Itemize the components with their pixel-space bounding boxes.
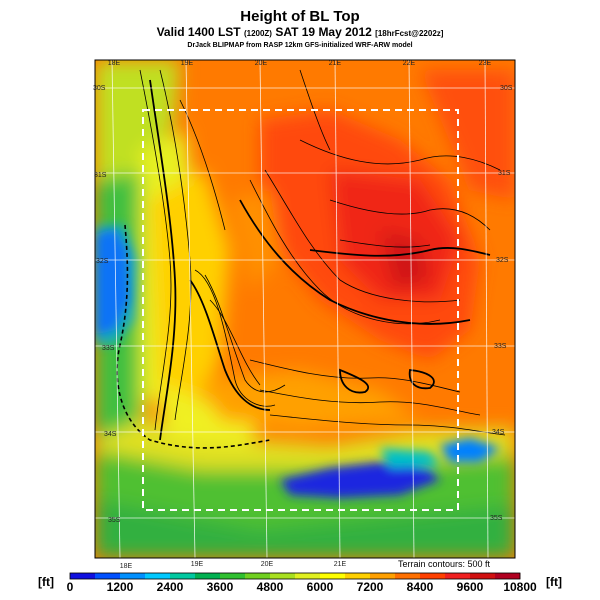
colorbar-swatch bbox=[70, 573, 96, 579]
terrain-contours bbox=[139, 69, 506, 436]
color-field bbox=[95, 60, 515, 558]
colorbar-swatch bbox=[445, 573, 471, 579]
bottom-longitude-labels: 18E 19E 20E 21E bbox=[120, 561, 347, 570]
top-lon-label: 18E bbox=[108, 60, 121, 67]
top-lon-label: 19E bbox=[181, 60, 194, 67]
right-latitude-labels: 30S 31S 32S 33S 34S 35S bbox=[490, 85, 513, 522]
valid-time: Valid 1400 LST (1200Z) SAT 19 May 2012 [… bbox=[0, 25, 600, 39]
colorbar-swatch bbox=[145, 573, 171, 579]
left-latitude-labels: 30S 31S 32S 33S 34S 35S bbox=[93, 85, 121, 524]
colorbar-label: 4800 bbox=[256, 580, 284, 594]
colorbar-swatch bbox=[295, 573, 321, 579]
colorbar-swatch bbox=[370, 573, 396, 579]
left-lat-label: 31S bbox=[94, 172, 107, 179]
latlon-grid bbox=[95, 60, 515, 558]
colorbar-swatch bbox=[95, 573, 121, 579]
colorbar-swatch bbox=[170, 573, 196, 579]
right-lat-label: 31S bbox=[498, 170, 511, 177]
left-lat-label: 33S bbox=[102, 345, 115, 352]
colorbar-swatch bbox=[395, 573, 421, 579]
domain-boundary bbox=[142, 109, 459, 511]
bottom-lon-label: 19E bbox=[191, 561, 204, 568]
right-lat-label: 34S bbox=[492, 429, 505, 436]
valid-forecast: [18hrFcst@2202z] bbox=[375, 29, 444, 38]
colorbar-swatch bbox=[420, 573, 446, 579]
colorbar-swatch bbox=[245, 573, 271, 579]
right-lat-label: 30S bbox=[500, 85, 513, 92]
valid-utc: (1200Z) bbox=[243, 29, 272, 38]
left-lat-label: 34S bbox=[104, 431, 117, 438]
bottom-lon-label: 21E bbox=[334, 561, 347, 568]
right-lat-label: 32S bbox=[496, 257, 509, 264]
colorbar-frame bbox=[69, 572, 521, 580]
colorbar-label: 9600 bbox=[456, 580, 484, 594]
colorbar-label: 10800 bbox=[503, 580, 537, 594]
colorbar-swatch bbox=[270, 573, 296, 579]
colorbar bbox=[70, 573, 521, 579]
bottom-lon-label: 20E bbox=[261, 561, 274, 568]
coastline bbox=[116, 224, 271, 449]
bottom-lon-label: 18E bbox=[120, 563, 133, 570]
colorbar-label: 3600 bbox=[206, 580, 234, 594]
top-lon-label: 22E bbox=[403, 60, 416, 67]
colorbar-label: 2400 bbox=[156, 580, 184, 594]
valid-main: Valid 1400 LST bbox=[156, 25, 241, 39]
colorbar-unit-right: [ft] bbox=[546, 575, 562, 589]
colorbar-swatch bbox=[320, 573, 346, 579]
map-title: Height of BL Top bbox=[240, 8, 360, 25]
left-lat-label: 30S bbox=[93, 85, 106, 92]
valid-date: SAT 19 May 2012 bbox=[275, 25, 372, 39]
colorbar-swatch bbox=[495, 573, 521, 579]
colorbar-swatch bbox=[195, 573, 221, 579]
colorbar-unit-left: [ft] bbox=[38, 575, 54, 589]
top-lon-label: 23E bbox=[479, 60, 492, 67]
top-longitude-labels: 18E 19E 20E 21E 22E 23E bbox=[108, 60, 492, 67]
colorbar-swatch bbox=[345, 573, 371, 579]
right-lat-label: 33S bbox=[494, 343, 507, 350]
terrain-contour-note: Terrain contours: 500 ft bbox=[398, 559, 491, 569]
terrain-contours-bold bbox=[149, 79, 491, 441]
colorbar-label: 0 bbox=[66, 580, 74, 594]
top-lon-label: 20E bbox=[255, 60, 268, 67]
colorbar-label: 7200 bbox=[356, 580, 384, 594]
colorbar-label: 1200 bbox=[106, 580, 134, 594]
map-subtitle: DrJack BLIPMAP from RASP 12km GFS-initia… bbox=[187, 42, 413, 49]
colorbar-swatch bbox=[470, 573, 496, 579]
colorbar-swatch bbox=[220, 573, 246, 579]
top-lon-label: 21E bbox=[329, 60, 342, 67]
colorbar-label: 6000 bbox=[306, 580, 334, 594]
colorbar-swatch bbox=[120, 573, 146, 579]
right-lat-label: 35S bbox=[490, 515, 503, 522]
map-frame bbox=[94, 59, 516, 559]
left-lat-label: 35S bbox=[108, 517, 121, 524]
colorbar-label: 8400 bbox=[406, 580, 434, 594]
left-lat-label: 32S bbox=[96, 258, 109, 265]
